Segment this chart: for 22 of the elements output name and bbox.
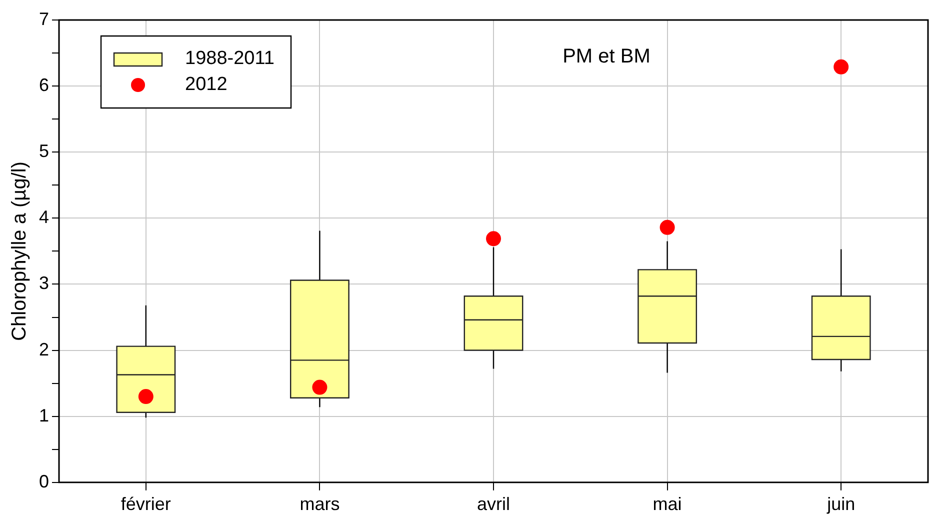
point	[486, 231, 502, 246]
x-tick-label: février	[120, 494, 171, 514]
y-tick-label: 7	[38, 8, 50, 29]
y-tick-label: 1	[38, 405, 50, 426]
point	[834, 59, 849, 74]
y-tick-label: 6	[38, 75, 50, 96]
annotation: PM et BM	[562, 46, 650, 68]
y-tick-label: 0	[38, 471, 50, 492]
y-tick-label: 4	[38, 207, 50, 228]
y-tick-label: 2	[38, 339, 50, 360]
point	[138, 389, 154, 404]
legend-label: 2012	[185, 74, 228, 96]
x-tick-label: mars	[300, 494, 340, 514]
point	[660, 220, 675, 235]
y-tick-label: 3	[38, 273, 50, 294]
x-tick-label: juin	[826, 494, 856, 514]
x-tick-label: mai	[652, 494, 682, 514]
x-tick-label: avril	[477, 494, 510, 514]
legend-label: 1988-2011	[185, 48, 274, 70]
y-tick-label: 5	[38, 141, 50, 162]
point	[312, 380, 328, 395]
y-axis-title: Chlorophylle a (µg/l)	[8, 162, 31, 341]
